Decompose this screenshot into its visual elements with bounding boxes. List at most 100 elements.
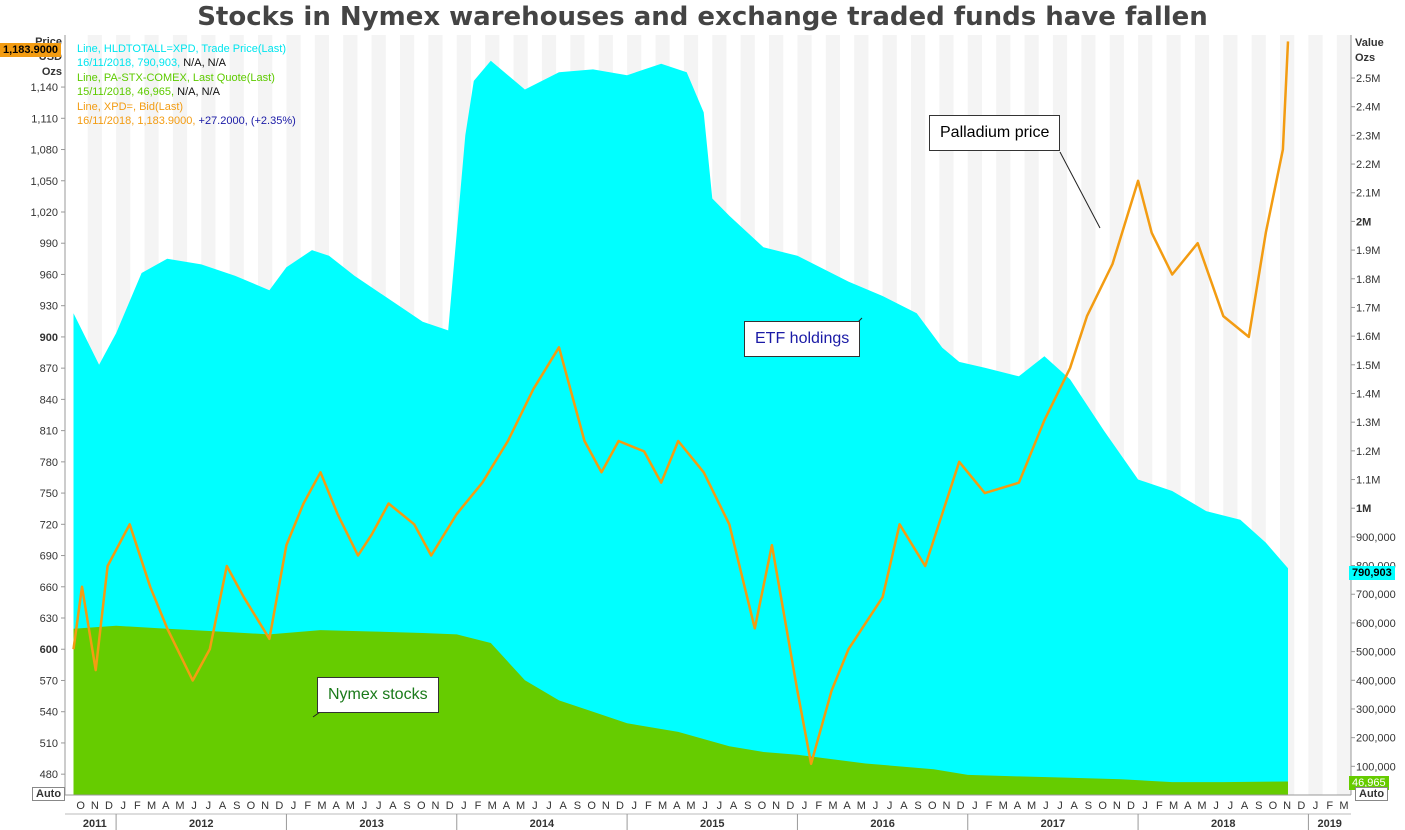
x-month-label: N [261,800,269,812]
x-month-label: A [673,800,681,812]
right-tick-label: 1.3M [1356,417,1380,429]
legend: Line, HLDTOTALL=XPD, Trade Price(Last) 16… [77,43,296,127]
right-tick-label: 2.4M [1356,102,1380,114]
right-tick-label: 1.1M [1356,475,1380,487]
x-month-label: F [304,800,311,812]
left-tick-label: 960 [40,269,58,281]
x-month-label: D [1127,800,1135,812]
x-month-label: M [857,800,866,812]
right-auto-button[interactable]: Auto [1355,787,1389,801]
x-month-label: J [717,800,723,812]
x-month-label: M [317,800,326,812]
x-month-label: F [1326,800,1333,812]
left-tick-label: 570 [40,675,58,687]
legend-series-change: +27.2000, (+2.35%) [195,115,295,127]
x-month-label: A [1014,800,1022,812]
x-month-label: S [1255,800,1262,812]
series-etf-area [73,60,1288,796]
x-month-label: M [488,800,497,812]
left-tick-label: 1,140 [30,82,58,94]
x-month-label: J [1057,800,1063,812]
x-month-label: S [403,800,410,812]
x-month-label: J [1228,800,1234,812]
x-month-label: O [1269,800,1278,812]
x-month-label: O [1098,800,1107,812]
x-month-label: F [815,800,822,812]
x-month-label: M [658,800,667,812]
x-month-label: F [645,800,652,812]
left-tick-label: 1,110 [31,113,58,125]
left-tick-label: 900 [40,332,58,344]
left-tick-label: 630 [40,613,58,625]
series-nymex-area [73,625,1288,795]
x-month-label: A [730,800,738,812]
left-tick-label: 600 [40,644,58,656]
left-tick-label: 810 [40,426,58,438]
x-month-label: F [475,800,482,812]
x-month-label: D [786,800,794,812]
x-month-label: J [461,800,467,812]
left-tick-label: 780 [40,457,58,469]
right-tick-label: 2.1M [1356,188,1380,200]
left-auto-button[interactable]: Auto [32,787,66,801]
x-month-label: M [999,800,1008,812]
left-tick-label: 840 [40,394,58,406]
x-month-label: J [1313,800,1319,812]
right-tick-label: 200,000 [1356,733,1396,745]
x-month-label: S [574,800,581,812]
nymex-stocks-callout: Nymex stocks [317,677,439,713]
left-tick-label: 990 [40,238,58,250]
x-month-label: A [560,800,568,812]
right-tick-label: 700,000 [1356,589,1396,601]
x-month-label: J [802,800,808,812]
left-axis-heading: Ozs [42,66,62,78]
last-nymex-tag: 46,965 [1349,776,1389,790]
right-tick-label: 1.7M [1356,302,1380,314]
x-month-label: A [1071,800,1079,812]
right-axis-heading: Value [1355,37,1384,49]
x-year-label: 2017 [1041,818,1065,830]
x-month-label: N [91,800,99,812]
x-month-label: A [1241,800,1249,812]
x-month-label: N [1283,800,1291,812]
x-month-label: O [76,800,85,812]
right-tick-label: 2.3M [1356,130,1380,142]
x-month-label: J [120,800,126,812]
x-month-label: N [772,800,780,812]
left-tick-label: 870 [40,363,58,375]
x-year-label: 2012 [189,818,213,830]
legend-series-label: Line, XPD=, Bid(Last) [77,101,183,113]
x-month-label: D [616,800,624,812]
x-month-label: M [828,800,837,812]
legend-series-value: 16/11/2018, 790,903, N/A, N/A [77,57,227,69]
right-tick-label: 2.2M [1356,159,1380,171]
x-month-label: A [1184,800,1192,812]
x-month-label: M [346,800,355,812]
x-month-label: M [516,800,525,812]
x-month-label: F [134,800,141,812]
x-month-label: N [602,800,610,812]
x-year-label: 2015 [700,818,724,830]
last-price-tag: 1,183.9000 [0,43,62,57]
right-tick-label: 300,000 [1356,704,1396,716]
x-year-label: 2016 [870,818,894,830]
x-month-label: J [887,800,893,812]
right-axis-heading: Ozs [1355,52,1375,64]
x-month-label: O [247,800,256,812]
legend-series-value: 15/11/2018, 46,965, N/A, N/A [77,86,221,98]
x-month-label: S [1085,800,1092,812]
x-month-label: J [972,800,978,812]
x-month-label: J [631,800,637,812]
x-month-label: D [1297,800,1305,812]
x-month-label: J [191,800,197,812]
right-axis: 100,000 200,000 300,000 400,000 500,000 600,0… [1350,35,1396,795]
series-layer [72,41,1290,796]
x-month-label: A [389,800,397,812]
x-year-label: 2018 [1211,818,1235,830]
x-month-label: J [1213,800,1219,812]
x-month-label: J [532,800,538,812]
x-month-label: M [1197,800,1206,812]
x-month-label: S [744,800,751,812]
right-tick-label: 1.8M [1356,274,1380,286]
